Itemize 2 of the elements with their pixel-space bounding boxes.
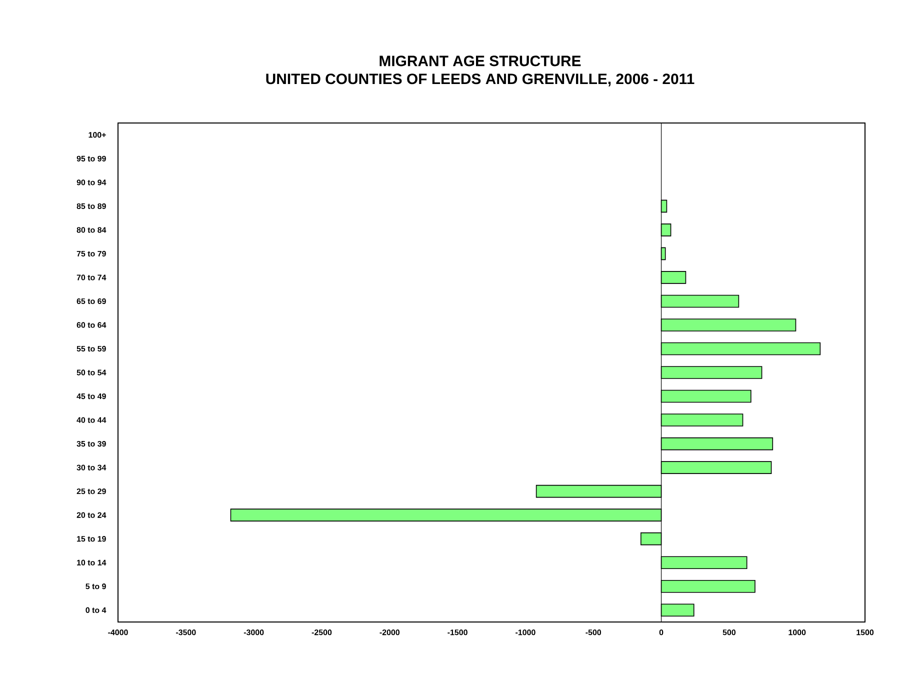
chart-title: MIGRANT AGE STRUCTURE [380, 56, 581, 66]
chart-subtitle: UNITED COUNTIES OF LEEDS AND GRENVILLE, 2006 - 2011 [266, 74, 694, 86]
